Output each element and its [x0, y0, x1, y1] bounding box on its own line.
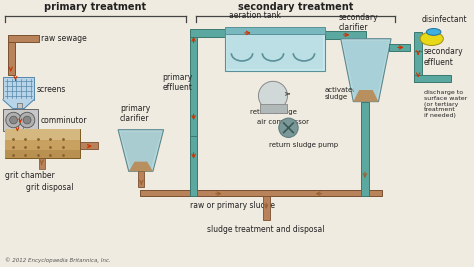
Text: raw sewage: raw sewage: [41, 34, 86, 43]
Text: disinfectant: disinfectant: [422, 15, 468, 24]
Bar: [5, 129, 80, 158]
Bar: [190, 136, 198, 197]
Bar: [190, 29, 286, 37]
Text: aeration tank: aeration tank: [229, 11, 281, 20]
Ellipse shape: [427, 29, 441, 35]
Circle shape: [279, 118, 298, 138]
Bar: [18, 115, 23, 129]
Text: primary treatment: primary treatment: [44, 2, 146, 11]
Bar: [414, 51, 422, 82]
Bar: [325, 31, 366, 39]
Polygon shape: [341, 39, 391, 102]
Text: return sludge pump: return sludge pump: [269, 142, 338, 148]
Bar: [190, 31, 198, 136]
Circle shape: [23, 116, 31, 124]
Text: primary
effluent: primary effluent: [162, 73, 192, 92]
Polygon shape: [3, 100, 34, 108]
Text: secondary treatment: secondary treatment: [237, 2, 353, 11]
Bar: [140, 190, 383, 197]
Bar: [3, 77, 34, 100]
Text: raw or primary sludge: raw or primary sludge: [190, 201, 275, 210]
Bar: [225, 27, 325, 34]
Polygon shape: [120, 132, 162, 168]
Circle shape: [9, 116, 18, 124]
Text: grit disposal: grit disposal: [26, 183, 73, 192]
Text: screens: screens: [37, 85, 66, 93]
Bar: [18, 103, 22, 109]
Bar: [5, 140, 80, 150]
Bar: [138, 171, 144, 187]
Bar: [225, 29, 325, 71]
Bar: [3, 109, 38, 131]
Polygon shape: [343, 41, 389, 99]
Text: air compressor: air compressor: [257, 119, 310, 125]
Bar: [8, 35, 39, 42]
Bar: [414, 32, 422, 51]
Bar: [414, 74, 451, 82]
Text: grit chamber: grit chamber: [5, 171, 55, 180]
Text: primary
clarifier: primary clarifier: [120, 104, 150, 123]
Text: secondary
clarifier: secondary clarifier: [339, 13, 378, 32]
Text: activated
sludge: activated sludge: [324, 87, 357, 100]
Polygon shape: [129, 162, 153, 171]
Polygon shape: [353, 90, 378, 102]
Bar: [260, 104, 286, 113]
Text: secondary
effluent: secondary effluent: [424, 48, 464, 67]
Bar: [80, 142, 98, 149]
Bar: [190, 190, 369, 197]
Ellipse shape: [258, 81, 288, 110]
Bar: [389, 44, 410, 51]
Bar: [361, 102, 369, 197]
Text: discharge to
surface water
(or tertiary
treatment
if needed): discharge to surface water (or tertiary …: [424, 90, 467, 118]
Text: comminutor: comminutor: [41, 116, 87, 124]
Bar: [5, 129, 80, 140]
Circle shape: [6, 112, 21, 128]
Text: sludge treatment and disposal: sludge treatment and disposal: [208, 225, 325, 234]
Polygon shape: [118, 130, 164, 171]
Ellipse shape: [420, 32, 443, 45]
Bar: [263, 197, 270, 220]
Bar: [5, 150, 80, 158]
Bar: [18, 131, 22, 138]
Bar: [227, 34, 323, 69]
Bar: [8, 42, 15, 76]
Text: return sludge: return sludge: [250, 109, 297, 115]
Text: © 2012 Encyclopaedia Britannica, Inc.: © 2012 Encyclopaedia Britannica, Inc.: [5, 258, 110, 263]
Bar: [39, 158, 46, 169]
Circle shape: [19, 112, 35, 128]
